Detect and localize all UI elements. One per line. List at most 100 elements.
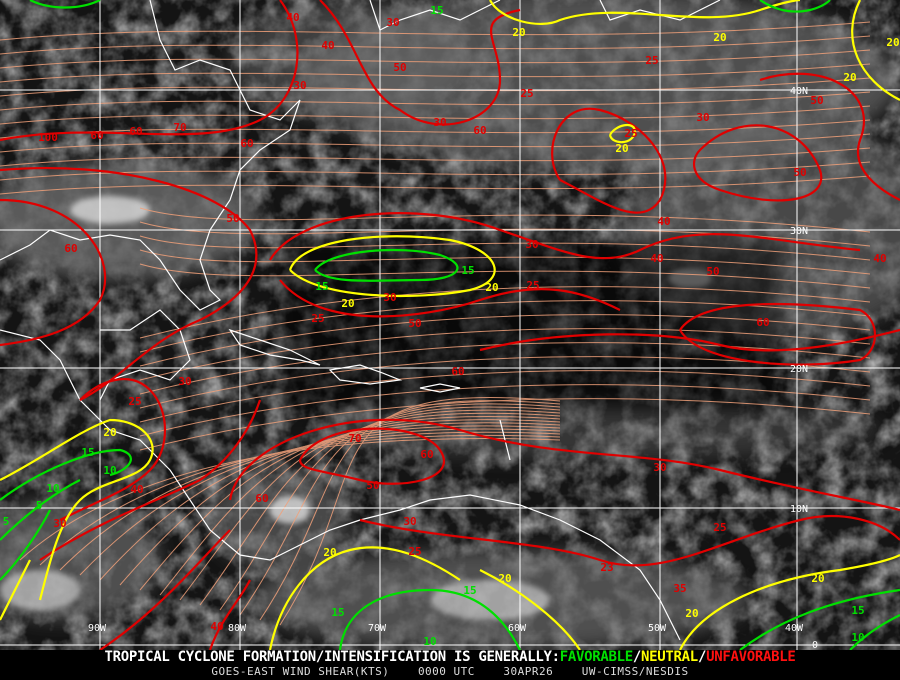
satellite-map: 40 30 15 20 20 20 20 40 30 50 25 25 30 60 20 25 30 50 10 0 6… (0, 0, 900, 650)
streamline (0, 105, 871, 125)
streamline (99, 425, 561, 581)
contour-label: 25 (520, 87, 533, 100)
contour-yellow (479, 569, 581, 650)
streamlines (0, 21, 871, 626)
contour-label: 25 (311, 312, 324, 325)
contour-red (279, 279, 621, 318)
streamline (0, 175, 871, 195)
streamline (259, 400, 561, 621)
contour-label: 15 (851, 604, 864, 617)
streamline (159, 415, 561, 596)
streamline (0, 35, 871, 55)
contour-label: 70 (173, 121, 186, 134)
contour-label: 10 (423, 635, 436, 648)
contour-label: 23 (600, 561, 613, 574)
contour-label: 40 (650, 252, 663, 265)
streamline (139, 370, 871, 423)
contour-label: 30 (696, 111, 709, 124)
contour-label: 60 (451, 365, 464, 378)
contour-green (0, 448, 132, 501)
contour-label: 40 (130, 483, 143, 496)
streamline (139, 263, 871, 289)
contour-label: 60 (255, 492, 268, 505)
contour-label: 15 (461, 264, 474, 277)
streamline (139, 398, 871, 451)
contour-yellow (608, 123, 637, 144)
legend-favorable: FAVORABLE (559, 649, 633, 665)
headline-prefix: TROPICAL CYCLONE FORMATION/INTENSIFICATI… (104, 649, 561, 665)
contour-label: 15 (430, 4, 443, 17)
contour-red (0, 198, 107, 347)
contour-label: 20 (341, 297, 354, 310)
contour-label: 5 (36, 499, 43, 512)
contour-label: 35 (673, 582, 686, 595)
contour-label: 10 (103, 464, 116, 477)
contour-label: 60 (90, 129, 103, 142)
contour-red (99, 529, 231, 650)
streamline (19, 438, 561, 561)
contour-green (0, 509, 51, 581)
lat-lon-grid (0, 0, 900, 650)
longitude-label: 90W (88, 623, 107, 634)
streamline (119, 422, 561, 586)
contour-label: 25 (408, 545, 421, 558)
streamline (139, 328, 871, 381)
latitude-label: 20N (790, 364, 808, 375)
contour-green (849, 614, 900, 650)
contour-yellow (489, 0, 801, 25)
contour-red (359, 514, 900, 567)
streamline (139, 207, 871, 233)
contour-label: 60 (756, 316, 769, 329)
contour-red (59, 378, 167, 521)
contour-red (39, 399, 262, 561)
contour-label: 25 (526, 279, 539, 292)
contour-label: 30 (433, 116, 446, 129)
contour-label: 20 (323, 546, 336, 559)
contour-green (338, 588, 521, 650)
contour-label: 20 (843, 71, 856, 84)
contour-label: 30 (293, 79, 306, 92)
contour-green (0, 479, 81, 541)
contour-label: 70 (348, 432, 361, 445)
contour-red (759, 72, 900, 201)
contour-label: 30 (525, 238, 538, 251)
legend-neutral: NEUTRAL (641, 649, 698, 665)
contour-label: 15 (315, 280, 328, 293)
contour-red (228, 418, 900, 512)
contour-yellow (288, 235, 496, 298)
contour-label: 30 (383, 291, 396, 304)
contour-label: 30 (53, 517, 66, 530)
product-source: GOES-EAST WIND SHEAR(KTS) (211, 665, 390, 678)
contour-red (0, 0, 299, 142)
streamline (179, 412, 561, 601)
streamline (139, 314, 871, 367)
contour-yellow (0, 418, 154, 601)
contour-label: 50 (810, 94, 823, 107)
contour-label: 20 (485, 281, 498, 294)
contour-labels: 40 30 15 20 20 20 20 40 30 50 25 25 30 60 20 25 30 50 10 0 6… (3, 4, 900, 648)
longitude-label: 70W (368, 623, 387, 634)
grid-labels: 90W 80W 70W 60W 50W 40W 40N 30N 20N 10N 0 (88, 86, 818, 650)
latitude-label: 10N (790, 504, 808, 515)
contour-label: 50 (706, 265, 719, 278)
contour-red (208, 579, 251, 650)
contour-label: 40 (286, 11, 299, 24)
contour-label: 50 (226, 212, 239, 225)
streamline (139, 300, 871, 353)
streamline (279, 397, 561, 626)
contour-label: 20 (713, 31, 726, 44)
contour-label: 25 (645, 54, 658, 67)
streamline (139, 419, 561, 591)
contour-red (679, 302, 876, 366)
contour-label: 15 (463, 584, 476, 597)
contour-red (692, 124, 823, 202)
latitude-label: 0 (812, 640, 818, 650)
streamline (139, 356, 871, 409)
contour-green (29, 0, 101, 9)
product-date: 30APR26 (503, 665, 554, 678)
contour-red (269, 212, 861, 261)
contour-label: 15 (81, 446, 94, 459)
streamline (0, 133, 871, 153)
contour-label: 10 (851, 631, 864, 644)
